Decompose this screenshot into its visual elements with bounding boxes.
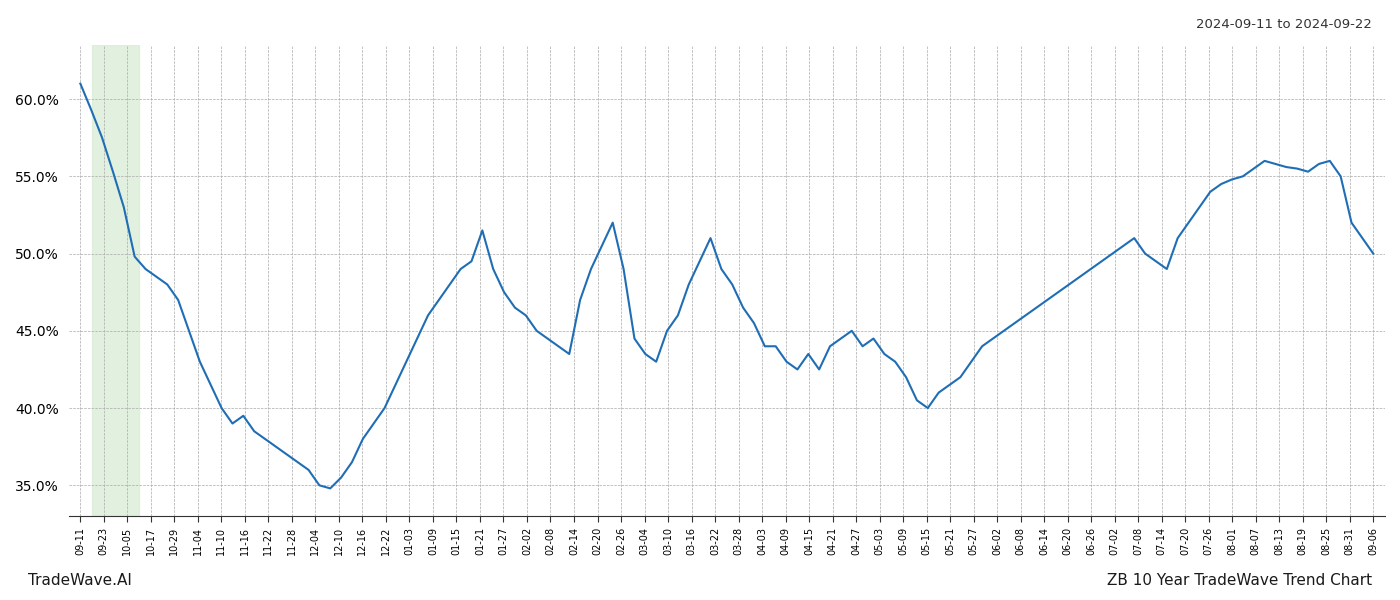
Text: ZB 10 Year TradeWave Trend Chart: ZB 10 Year TradeWave Trend Chart <box>1107 573 1372 588</box>
Text: 2024-09-11 to 2024-09-22: 2024-09-11 to 2024-09-22 <box>1196 18 1372 31</box>
Bar <box>92 45 139 516</box>
Text: TradeWave.AI: TradeWave.AI <box>28 573 132 588</box>
